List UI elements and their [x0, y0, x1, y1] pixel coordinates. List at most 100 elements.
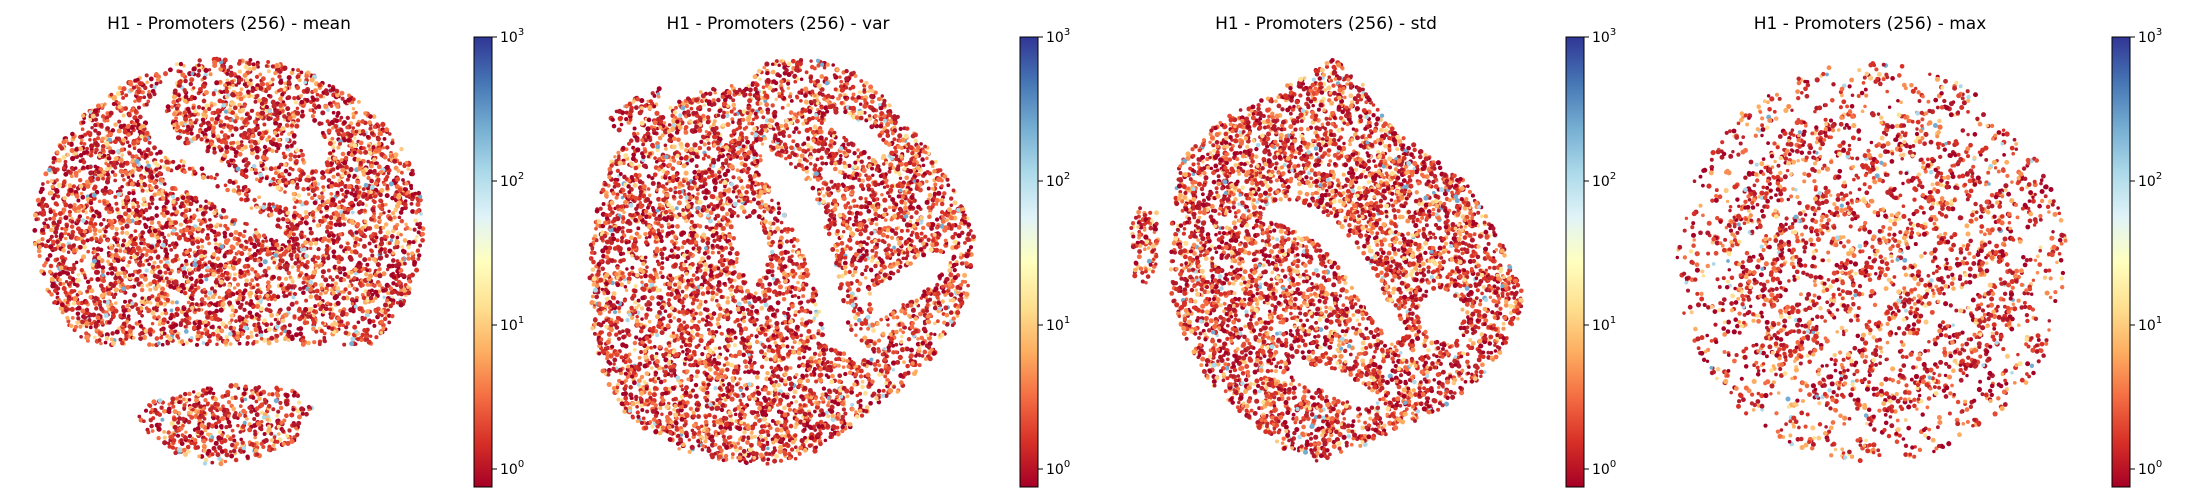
scatter-point — [148, 332, 153, 337]
scatter-point — [300, 341, 306, 347]
scatter-point — [273, 253, 279, 258]
scatter-point — [307, 192, 311, 197]
scatter-point — [347, 173, 352, 179]
scatter-point — [171, 99, 177, 105]
scatter-point — [172, 245, 177, 250]
scatter-point — [271, 274, 276, 280]
scatter-point — [233, 154, 238, 159]
scatter-point — [208, 217, 212, 222]
scatter-point — [149, 423, 154, 429]
scatter-point — [155, 242, 160, 248]
scatter-point — [111, 101, 117, 107]
scatter-point — [262, 144, 268, 150]
scatter-point — [80, 194, 86, 200]
scatter-point — [297, 414, 302, 420]
scatter-point — [140, 283, 145, 288]
scatter-point — [365, 134, 370, 139]
scatter-point — [292, 197, 297, 202]
scatter-point — [200, 174, 206, 180]
scatter-point — [266, 69, 271, 74]
scatter-point — [233, 229, 239, 235]
scatter-point — [294, 158, 299, 164]
scatter-point — [365, 268, 370, 273]
scatter-point — [47, 289, 52, 294]
scatter-point — [310, 195, 315, 201]
scatter-point — [144, 306, 149, 311]
scatter-point — [355, 222, 361, 227]
scatter-point — [120, 340, 125, 346]
scatter-point — [197, 58, 202, 63]
scatter-point — [288, 275, 293, 279]
scatter-point — [283, 206, 289, 212]
scatter-point — [127, 273, 132, 278]
scatter-point — [171, 194, 176, 199]
scatter-point — [294, 123, 300, 129]
scatter-point — [70, 155, 76, 162]
scatter-point — [231, 292, 236, 297]
scatter-point — [287, 172, 292, 177]
scatter-point — [222, 263, 228, 269]
scatter-point — [210, 460, 215, 465]
scatter-point — [78, 153, 84, 158]
chart-title: H1 - Promoters (256) - mean — [107, 14, 351, 34]
scatter-point — [88, 133, 92, 138]
scatter-point — [351, 126, 356, 130]
scatter-point — [215, 184, 220, 189]
scatter-point — [225, 276, 230, 282]
scatter-point — [268, 212, 274, 218]
scatter-point — [180, 433, 185, 437]
scatter-point — [192, 169, 197, 174]
scatter-point — [139, 151, 144, 156]
scatter-point — [44, 217, 48, 222]
scatter-point — [248, 290, 254, 296]
scatter-plot — [32, 56, 426, 467]
scatter-point — [147, 262, 151, 267]
scatter-point — [366, 276, 372, 282]
scatter-point — [196, 267, 201, 272]
scatter-point — [337, 266, 343, 272]
scatter-point — [382, 211, 386, 215]
scatter-point — [134, 216, 140, 221]
scatter-point — [117, 119, 122, 124]
scatter-point — [332, 100, 336, 104]
scatter-point — [175, 334, 180, 339]
scatter-point — [301, 171, 306, 176]
scatter-point — [70, 219, 75, 224]
scatter-point — [207, 310, 213, 316]
scatter-point — [299, 93, 303, 98]
scatter-point — [162, 71, 169, 77]
scatter-point — [91, 312, 97, 318]
scatter-point — [268, 166, 274, 172]
scatter-point — [124, 223, 130, 229]
scatter-point — [181, 286, 187, 291]
scatter-point — [100, 265, 106, 270]
scatter-point — [299, 148, 304, 153]
scatter-point — [69, 306, 75, 312]
scatter-point — [331, 249, 337, 255]
scatter-point — [285, 106, 291, 112]
scatter-point — [196, 245, 201, 250]
scatter-point — [243, 325, 249, 331]
scatter-point — [47, 167, 52, 173]
scatter-point — [145, 160, 150, 164]
scatter-point — [284, 267, 289, 272]
scatter-point — [382, 136, 387, 141]
scatter-point — [383, 250, 387, 255]
scatter-point — [372, 323, 377, 328]
scatter-point — [114, 201, 119, 206]
scatter-point — [144, 202, 148, 207]
scatter-point — [402, 261, 407, 266]
scatter-point — [221, 207, 225, 212]
scatter-point — [140, 235, 144, 239]
scatter-point — [266, 116, 272, 122]
scatter-point — [274, 333, 278, 338]
scatter-point — [121, 205, 125, 210]
scatter-point — [268, 290, 273, 295]
scatter-point — [166, 320, 170, 324]
scatter-point — [183, 258, 189, 264]
scatter-point — [65, 271, 71, 276]
scatter-point — [339, 115, 344, 120]
scatter-point — [118, 168, 124, 174]
scatter-point — [138, 126, 143, 131]
scatter-point — [185, 140, 191, 146]
